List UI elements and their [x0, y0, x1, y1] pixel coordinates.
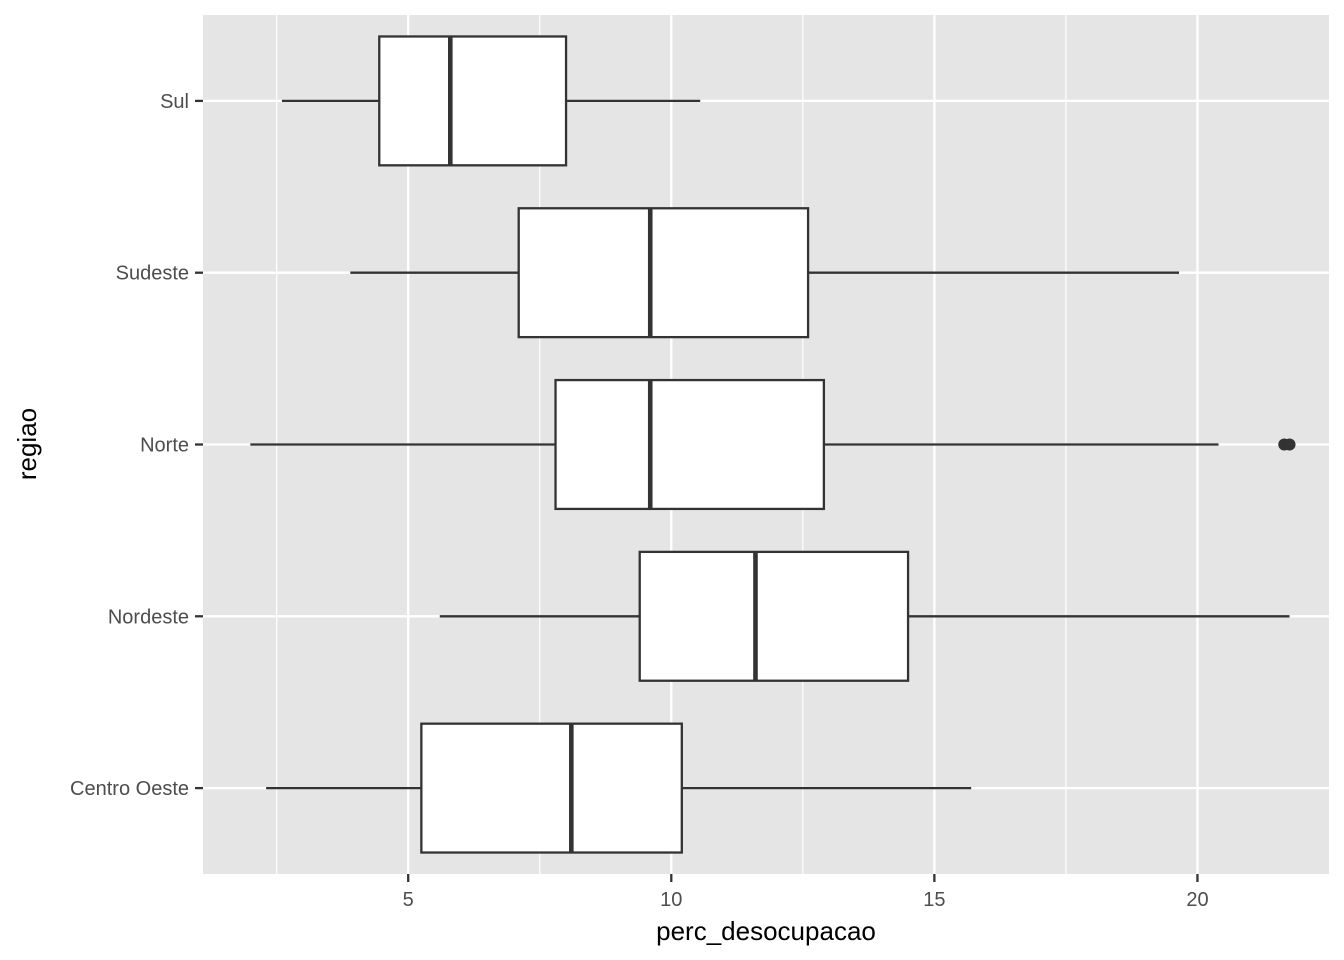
y-tick-label: Sudeste: [116, 263, 189, 285]
y-axis-title: regiao: [12, 408, 42, 480]
box-sudeste: [350, 207, 1180, 339]
box-iqr: [378, 35, 568, 167]
box-iqr: [554, 378, 826, 511]
axes: Sul Sudeste Norte Nordeste Centro Oeste 5 10 15…: [70, 91, 1209, 911]
boxes: [250, 35, 1296, 854]
x-tick-label: 20: [1186, 889, 1208, 911]
box-iqr: [638, 550, 910, 682]
y-tick-label: Nordeste: [108, 606, 189, 628]
box-norte: [250, 378, 1296, 511]
outlier-point: [1283, 438, 1296, 451]
x-axis-title: perc_desocupacao: [656, 916, 876, 946]
y-tick-label: Sul: [160, 91, 189, 113]
x-tick-label: 15: [923, 889, 945, 911]
x-tick-label: 5: [403, 889, 414, 911]
box-sul: [281, 35, 701, 167]
box-iqr: [517, 207, 810, 339]
x-tick-label: 10: [660, 889, 682, 911]
box-nordeste: [439, 550, 1290, 682]
box-iqr: [420, 722, 683, 854]
y-tick-label: Centro Oeste: [70, 778, 189, 800]
box-centro-oeste: [266, 722, 972, 854]
y-tick-label: Norte: [140, 435, 189, 457]
